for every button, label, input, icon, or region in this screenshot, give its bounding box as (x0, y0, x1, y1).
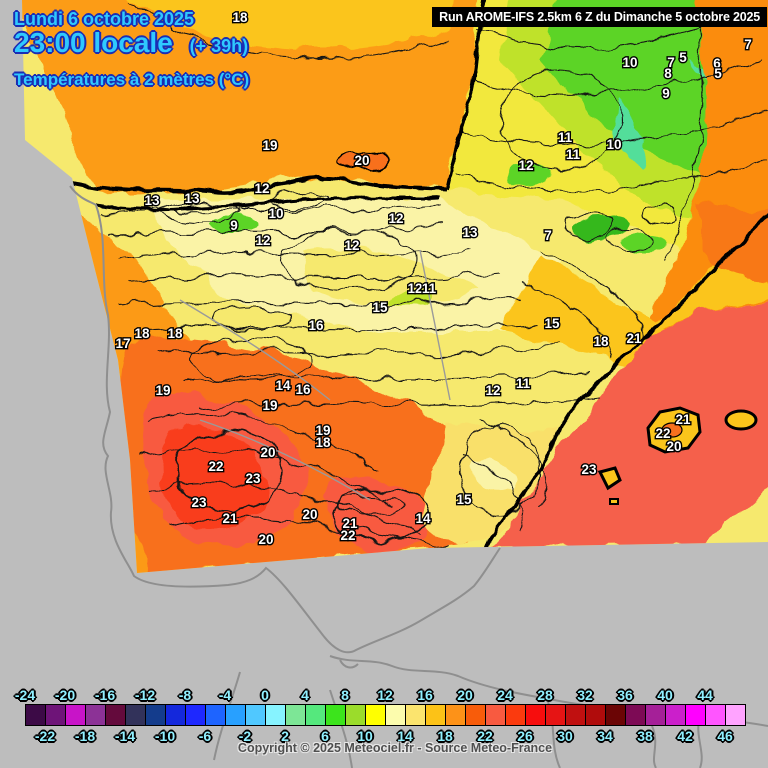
temperature-value: 21 (222, 511, 238, 526)
temperature-value: 12 (254, 181, 269, 196)
arome-domain (22, 0, 768, 573)
temperature-value: 7 (667, 55, 675, 70)
temperature-value: 11 (558, 130, 573, 145)
forecast-offset: (+ 39h) (189, 36, 249, 56)
temperature-value: 19 (262, 398, 277, 413)
date-title: Lundi 6 octobre 2025 (14, 9, 195, 29)
temperature-value: 14 (275, 378, 291, 393)
temperature-value: 17 (115, 336, 130, 351)
temperature-value: 18 (167, 326, 183, 341)
temperature-value: 14 (415, 511, 431, 526)
local-time: 23:00 locale (14, 27, 173, 58)
temperature-value: 19 (262, 138, 277, 153)
temperature-value: 9 (230, 218, 238, 233)
temperature-value: 15 (372, 300, 388, 315)
temperature-value: 12 (388, 211, 403, 226)
temperature-value: 15 (456, 492, 472, 507)
temperature-value: 18 (134, 326, 150, 341)
temperature-value: 23 (581, 462, 597, 477)
temperature-value: 20 (258, 532, 273, 547)
admin-borders (179, 249, 451, 501)
temperature-value: 10 (606, 137, 621, 152)
temperature-value: 7 (744, 37, 752, 52)
temperature-value: 9 (662, 86, 670, 101)
temperature-value: 18 (593, 334, 609, 349)
time-title: 23:00 locale (+ 39h) (14, 27, 248, 59)
temperature-value: 19 (155, 383, 170, 398)
temperature-value: 15 (544, 316, 560, 331)
temperature-value: 12 (255, 233, 270, 248)
temperature-value: 21 (626, 331, 642, 346)
temperature-value: 11 (516, 376, 531, 391)
temperature-value: 20 (260, 445, 275, 460)
temperature-value: 16 (308, 318, 324, 333)
temperature-value: 13 (184, 191, 200, 206)
temperature-value: 13 (462, 225, 478, 240)
temperature-value: 12 (344, 238, 359, 253)
temperature-value: 21 (675, 412, 691, 427)
coastlines (59, 0, 768, 549)
temperature-value: 23 (245, 471, 261, 486)
temperature-value: 22 (655, 426, 670, 441)
temperature-value: 22 (340, 528, 355, 543)
temperature-value: 18 (315, 435, 331, 450)
temperature-value: 10 (622, 55, 637, 70)
temperature-value: 16 (295, 382, 311, 397)
temperature-value: 21 (342, 516, 358, 531)
temperature-value: 20 (354, 153, 369, 168)
parameter-title: Températures à 2 mètres (°C) (14, 70, 250, 89)
temperature-value: 19 (315, 423, 330, 438)
model-run-info: Run AROME-IFS 2.5km 6 Z du Dimanche 5 oc… (432, 7, 767, 27)
temperature-value: 5 (714, 66, 722, 81)
isotherm-contours (99, 4, 768, 549)
temperature-value: 12 (407, 281, 422, 296)
temperature-value: 12 (485, 383, 500, 398)
temperature-value: 13 (144, 193, 160, 208)
temperature-value: 11 (566, 147, 581, 162)
copyright-notice: Copyright © 2025 Meteociel.fr - Source M… (237, 741, 553, 755)
temperature-value: 22 (208, 459, 223, 474)
balearic-islands (597, 406, 758, 505)
temperature-value: 5 (679, 50, 687, 65)
temperature-value: 23 (191, 495, 207, 510)
temperature-value: 10 (268, 206, 283, 221)
temperature-value: 6 (713, 56, 721, 71)
temperature-value: 20 (302, 507, 317, 522)
temperature-value: 7 (544, 228, 552, 243)
temperature-value: 12 (518, 158, 533, 173)
temperature-value: 20 (666, 439, 681, 454)
temperature-value: 18 (232, 10, 248, 25)
temperature-value: 11 (422, 281, 437, 296)
temperature-value: 8 (664, 66, 672, 81)
